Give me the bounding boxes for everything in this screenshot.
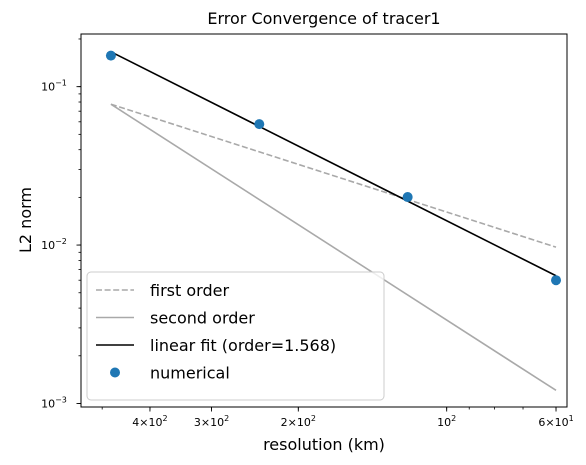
data-point [551,275,562,286]
legend-label: linear fit (order=1.568) [150,336,336,355]
x-axis-title: resolution (km) [263,435,385,454]
x-tick-label: 3×102 [194,414,229,429]
y-axis-ticks: 10−1 10−2 10−3 [41,38,81,410]
legend-box [86,271,385,401]
y-tick-label: 10−1 [41,79,67,94]
points-layer [105,50,562,286]
series-line-linear-fit-order-1-568 [110,51,557,277]
data-point [254,119,265,130]
chart-title: Error Convergence of tracer1 [207,9,440,28]
legend-label: numerical [150,364,230,383]
y-tick-label: 10−3 [41,395,67,410]
plot-border [80,33,568,408]
data-point [402,192,413,203]
x-tick-label: 6×101 [538,414,573,429]
y-axis-title: L2 norm [16,187,35,253]
x-axis-ticks: 4×102 3×102 2×102 102 6×101 [101,407,574,429]
legend-label: second order [150,309,255,328]
x-tick-label: 4×102 [132,414,167,429]
series-line-second-order [110,103,557,392]
series-layer [110,51,557,392]
y-tick-label: 10−2 [41,237,67,252]
x-tick-label: 102 [437,414,456,429]
legend-swatch-numerical [110,367,120,378]
series-line-first-order [110,103,557,248]
legend: first order second order linear fit (order… [86,271,385,401]
legend-label: first order [150,281,229,300]
data-point [105,50,116,61]
x-tick-label: 2×102 [281,414,316,429]
